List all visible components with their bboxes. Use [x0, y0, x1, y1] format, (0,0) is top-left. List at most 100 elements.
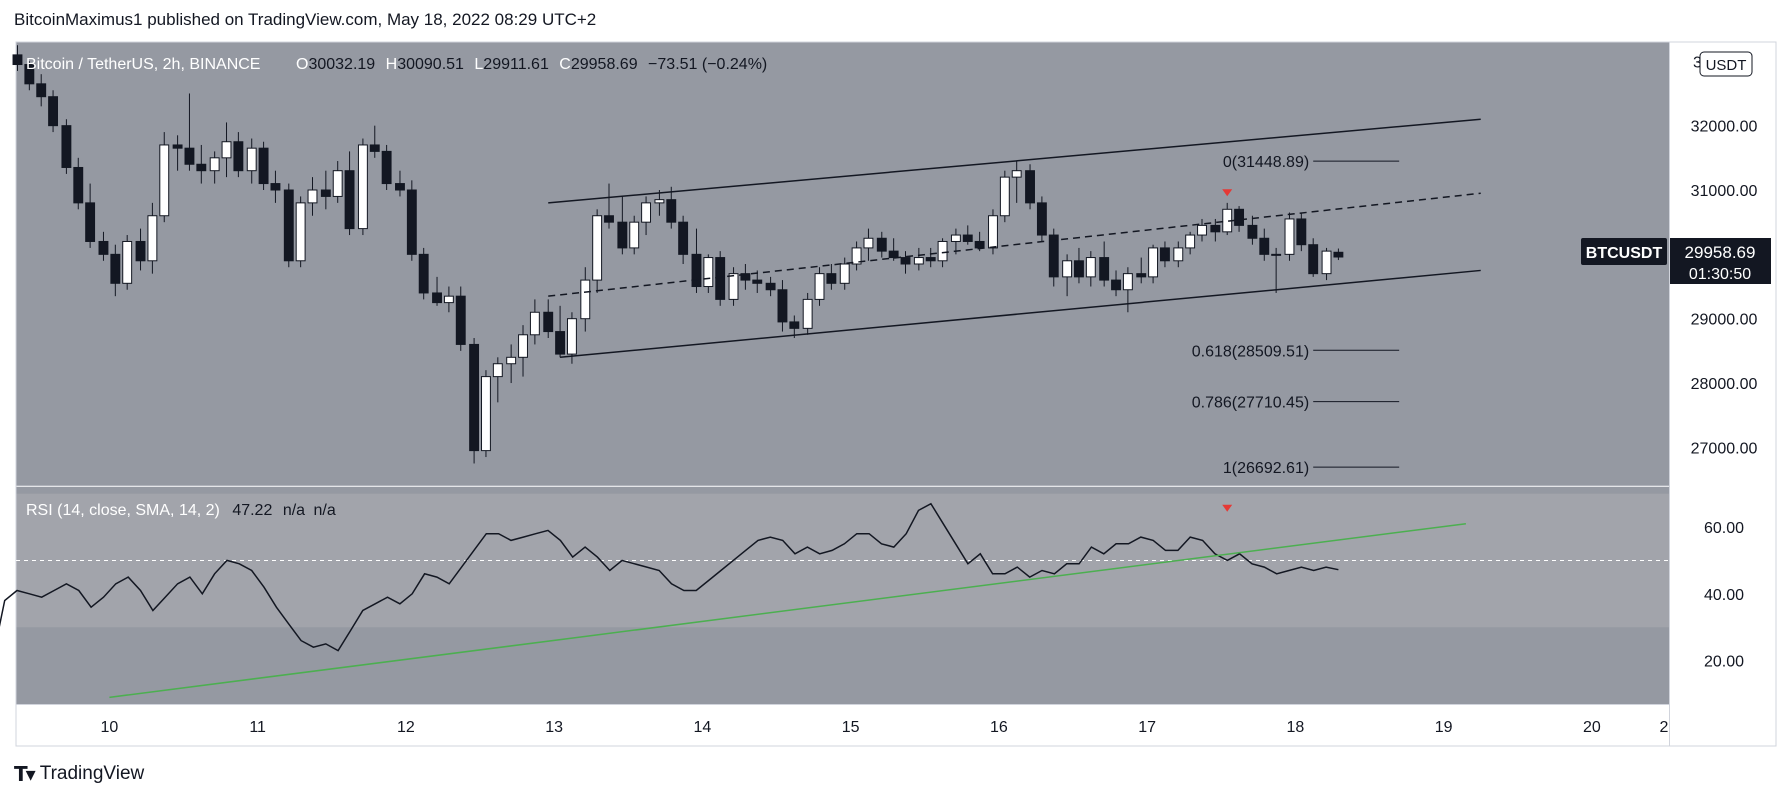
candle-bearish [789, 321, 800, 329]
candle-bearish [715, 257, 726, 300]
tradingview-logo[interactable]: T▾ TradingView [14, 761, 144, 787]
candle-bearish [36, 83, 47, 98]
time-axis[interactable] [16, 705, 1669, 746]
candle-bullish [703, 257, 714, 288]
candle-bearish [678, 221, 689, 255]
legend-close-label: C [559, 56, 571, 73]
candle-bullish [629, 221, 640, 249]
candle-bearish [98, 240, 109, 255]
candle-bullish [641, 202, 652, 223]
candle-bearish [135, 240, 146, 262]
candle-bearish [1210, 224, 1221, 233]
candle-bullish [221, 141, 232, 159]
candle-bearish [85, 202, 96, 242]
legend-close: 29958.69 [571, 56, 638, 73]
time-tick-label: 16 [990, 719, 1008, 736]
candle-bullish [481, 376, 491, 452]
candle-bearish [925, 257, 936, 262]
rsi-tick-label: 60.00 [1704, 520, 1744, 537]
candle-bullish [1011, 170, 1022, 178]
candle-bearish [73, 166, 84, 204]
legend-open: 30032.19 [308, 56, 375, 73]
tradingview-logo-icon: T▾ [14, 762, 36, 786]
time-tick-label: 19 [1435, 719, 1453, 736]
candle-bearish [24, 64, 35, 85]
rsi-na-1: n/a [283, 502, 305, 519]
legend-open-label: O [296, 56, 308, 73]
fib-level-label: 1(26692.61) [1223, 460, 1309, 477]
price-tick-label: 29000.00 [1691, 312, 1758, 329]
fib-level-label: 0(31448.89) [1223, 154, 1309, 171]
candle-bearish [1025, 170, 1035, 204]
candle-bearish [1048, 234, 1059, 278]
currency-label: USDT [1706, 57, 1747, 74]
channel-upper-line [548, 118, 1481, 204]
candle-bearish [258, 147, 269, 185]
candle-bearish [1036, 202, 1047, 236]
rsi-legend: RSI (14, close, SMA, 14, 2) 47.22 n/a n/… [26, 502, 336, 519]
time-tick-label: 14 [694, 719, 712, 736]
price-tick-label: 32000.00 [1691, 119, 1758, 136]
candle-bullish [1173, 247, 1184, 262]
candle-bullish [246, 147, 257, 172]
candle-bullish [1148, 247, 1159, 278]
candle-bullish [654, 199, 665, 204]
price-rejection-marker [1222, 189, 1233, 197]
time-tick-label: 18 [1287, 719, 1305, 736]
candle-bullish [443, 295, 454, 304]
rsi-line [0, 502, 1339, 652]
candle-bullish [988, 215, 998, 249]
candle-bullish [1122, 273, 1133, 291]
legend-change: −73.51 (−0.24%) [648, 56, 767, 73]
candle-bullish [566, 318, 577, 355]
rsi-rejection-marker [1222, 504, 1233, 512]
candle-bullish [814, 273, 825, 300]
candle-bullish [839, 263, 850, 284]
candle-bearish [61, 125, 72, 168]
fib-level-label: 0.786(27710.45) [1192, 395, 1309, 412]
fibonacci-layer: 0(31448.89) 0.618(28509.51) 0.786(27710.45… [1192, 154, 1400, 477]
candle-bearish [283, 189, 294, 262]
rsi-tick-label: 20.00 [1704, 654, 1744, 671]
candle-bearish [691, 253, 702, 288]
candle-bearish [666, 199, 677, 223]
time-tick-label-partial: 2 [1660, 719, 1669, 736]
legend-symbol: Bitcoin / TetherUS, 2h, BINANCE [26, 56, 260, 73]
candle-bearish [826, 273, 837, 284]
time-tick-label: 20 [1583, 719, 1601, 736]
candle-bearish [172, 144, 183, 149]
candle-bullish [159, 144, 170, 217]
candle-bullish [332, 170, 343, 197]
time-tick-label: 12 [397, 719, 415, 736]
price-tag-symbol: BTCUSDT [1586, 245, 1663, 262]
candle-bullish [913, 257, 924, 265]
candle-bearish [1296, 218, 1307, 246]
candle-bearish [320, 189, 331, 197]
candle-bearish [418, 253, 429, 294]
price-tick-label: 31000.00 [1691, 183, 1758, 200]
candle-bearish [406, 189, 417, 255]
candle-bullish [802, 298, 813, 329]
legend-high: 30090.51 [397, 56, 464, 73]
candle-bearish [777, 289, 788, 323]
candle-bullish [1062, 260, 1073, 278]
time-tick-label: 17 [1138, 719, 1156, 736]
candle-bearish [555, 331, 566, 355]
candle-bullish [937, 240, 948, 262]
candle-bearish [381, 150, 392, 185]
candle-bullish [851, 247, 862, 265]
candle-bullish [529, 311, 540, 336]
candle-bullish [506, 356, 517, 365]
price-axis[interactable] [1670, 42, 1776, 746]
candle-bullish [357, 144, 368, 230]
candle-bearish [1160, 247, 1170, 262]
candle-bullish [950, 234, 961, 242]
currency-button[interactable]: USDT [1699, 51, 1753, 77]
candle-bearish [604, 215, 614, 223]
tradingview-logo-text: TradingView [39, 763, 145, 784]
candle-bearish [110, 253, 121, 284]
rsi-layer [0, 502, 1669, 699]
candle-bullish [295, 202, 306, 262]
price-tag-countdown: 01:30:50 [1689, 266, 1751, 283]
